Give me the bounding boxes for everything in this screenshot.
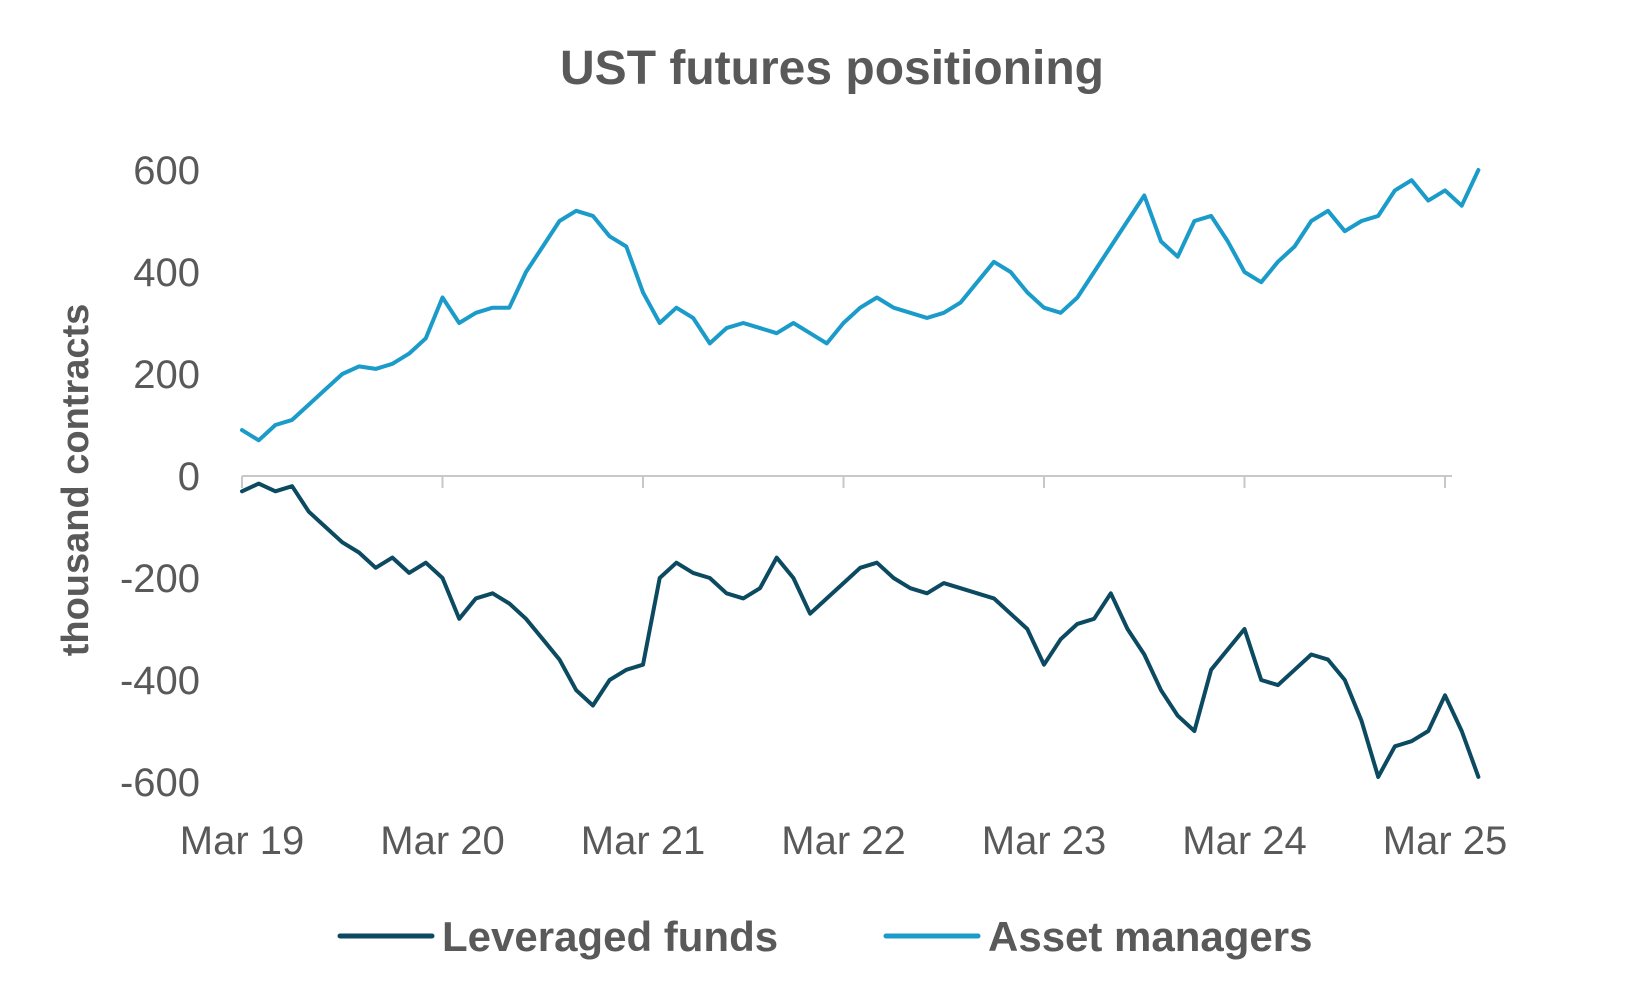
y-tick-label: -400 [120,659,200,703]
series-line-leveraged-funds [240,481,1481,779]
y-tick-label: -600 [120,761,200,805]
y-tick-label: 0 [178,455,200,499]
y-tick-labels: 600 400 200 0 -200 -400 -600 [120,149,200,805]
y-tick-label: 200 [133,353,200,397]
x-tick-label: Mar 25 [1383,819,1508,863]
x-tick-label: Mar 20 [380,819,505,863]
x-tick-label: Mar 19 [180,819,305,863]
series-line-asset-managers [240,168,1481,443]
x-tick-label: Mar 23 [982,819,1107,863]
x-tick-label: Mar 24 [1182,819,1307,863]
x-tick-label: Mar 22 [781,819,906,863]
y-axis-label: thousand contracts [55,304,97,657]
y-tick-label: -200 [120,557,200,601]
series-lines [240,168,1481,779]
legend-label: Leveraged funds [442,913,778,960]
y-tick-label: 600 [133,149,200,193]
legend-label: Asset managers [988,913,1313,960]
legend: Leveraged funds Asset managers [337,913,1313,960]
x-tick-label: Mar 21 [581,819,706,863]
chart-title: UST futures positioning [560,42,1104,95]
y-tick-label: 400 [133,251,200,295]
x-tick-labels: Mar 19 Mar 20 Mar 21 Mar 22 Mar 23 Mar 24 Mar … [180,819,1508,863]
x-axis [241,475,1452,488]
